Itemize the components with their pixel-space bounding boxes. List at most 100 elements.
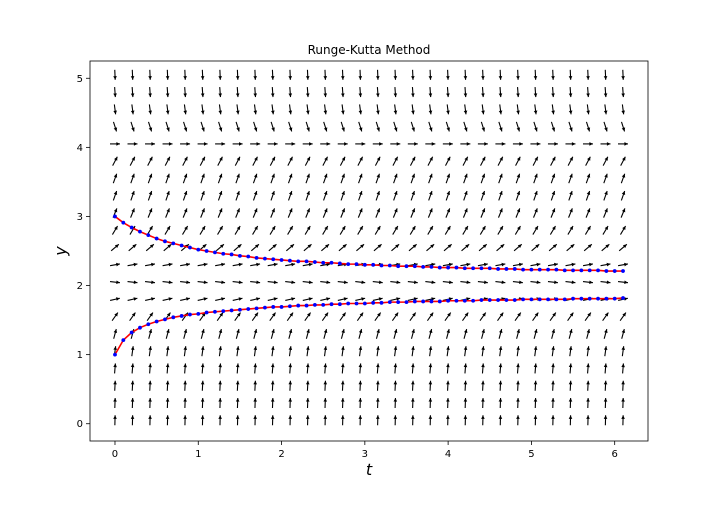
field-arrow xyxy=(322,313,328,321)
field-arrow xyxy=(323,398,327,408)
field-arrow xyxy=(288,415,292,425)
field-arrow xyxy=(533,157,538,166)
field-arrow xyxy=(585,226,590,235)
solution-point xyxy=(421,300,425,304)
solution-point xyxy=(296,259,300,263)
solution-point xyxy=(563,297,567,301)
field-arrow-head xyxy=(201,415,205,419)
field-arrow xyxy=(604,329,607,339)
field-arrow-head xyxy=(166,76,170,80)
field-arrow-head xyxy=(148,363,152,367)
field-arrow-head xyxy=(221,297,225,301)
field-arrow xyxy=(601,263,611,267)
field-arrow-head xyxy=(499,381,503,385)
field-arrow xyxy=(113,174,117,183)
field-arrow xyxy=(569,346,573,356)
solution-point xyxy=(313,303,317,307)
field-arrow xyxy=(320,142,330,146)
field-arrow xyxy=(411,381,415,391)
field-arrow-head xyxy=(516,381,520,385)
field-arrow xyxy=(621,415,625,425)
solution-point xyxy=(205,311,209,315)
field-arrow-head xyxy=(481,76,485,80)
field-arrow-head xyxy=(481,398,485,402)
solution-point xyxy=(488,266,492,270)
field-arrow xyxy=(498,226,503,235)
field-arrow xyxy=(551,381,555,391)
field-arrow-head xyxy=(621,363,625,367)
field-arrow-head xyxy=(429,415,433,419)
field-arrow xyxy=(148,415,152,425)
field-arrow xyxy=(355,142,365,146)
field-arrow xyxy=(394,122,398,132)
field-arrow xyxy=(148,104,152,114)
field-arrow xyxy=(548,142,558,146)
field-arrow xyxy=(149,122,153,132)
field-arrow-head xyxy=(551,363,555,367)
field-arrow-head xyxy=(253,415,257,419)
field-arrow xyxy=(288,381,292,391)
field-arrow-head xyxy=(183,76,187,80)
field-arrow xyxy=(460,280,470,284)
solution-point xyxy=(121,338,125,342)
field-arrow xyxy=(604,122,608,132)
field-arrow xyxy=(165,157,170,166)
field-arrow xyxy=(166,104,170,114)
field-arrow xyxy=(411,415,415,425)
field-arrow xyxy=(513,280,523,284)
field-arrow xyxy=(131,191,135,200)
field-arrow-head xyxy=(446,93,450,97)
field-arrow xyxy=(604,87,608,97)
field-arrow xyxy=(271,381,275,391)
field-arrow-head xyxy=(377,191,380,195)
field-arrow xyxy=(148,70,152,80)
solution-point xyxy=(155,237,159,241)
field-arrow xyxy=(236,329,239,339)
field-arrow xyxy=(428,157,433,166)
field-arrow xyxy=(621,70,625,80)
field-arrow xyxy=(551,174,555,183)
field-arrow xyxy=(218,157,223,166)
field-arrow xyxy=(306,174,310,183)
field-arrow-head xyxy=(253,363,257,367)
field-arrow xyxy=(513,142,523,146)
field-arrow-head xyxy=(236,415,240,419)
field-arrow-head xyxy=(218,381,222,385)
field-arrow-head xyxy=(271,381,275,385)
field-arrow xyxy=(215,280,225,284)
field-arrow xyxy=(218,226,223,235)
field-arrow xyxy=(235,313,241,321)
field-arrow xyxy=(236,70,240,80)
y-tick-label: 2 xyxy=(77,281,83,292)
field-arrow-head xyxy=(446,415,450,419)
field-arrow xyxy=(586,122,590,132)
field-arrow-head xyxy=(116,142,120,146)
field-arrow xyxy=(499,346,503,356)
field-arrow xyxy=(128,280,138,284)
field-arrow xyxy=(565,142,575,146)
field-arrow xyxy=(236,208,240,217)
field-arrow xyxy=(411,191,415,200)
solution-point xyxy=(113,353,117,357)
field-arrow xyxy=(532,244,540,250)
field-arrow xyxy=(166,329,169,339)
field-arrow xyxy=(411,70,415,80)
field-arrow xyxy=(499,363,503,373)
solution-point xyxy=(363,263,367,267)
solution-point xyxy=(213,310,217,314)
field-arrow-head xyxy=(551,381,555,385)
field-arrow xyxy=(341,346,345,356)
field-arrow xyxy=(394,174,398,183)
field-arrow-head xyxy=(586,363,590,367)
field-arrow xyxy=(551,191,555,200)
field-arrow-head xyxy=(586,76,590,80)
field-arrow xyxy=(306,329,309,339)
solution-point xyxy=(163,239,167,243)
field-arrow-head xyxy=(131,398,135,402)
y-tick-label: 0 xyxy=(77,419,83,430)
field-arrow xyxy=(359,191,363,200)
field-arrow xyxy=(338,280,348,284)
field-arrow xyxy=(551,122,555,132)
field-arrow xyxy=(464,70,468,80)
